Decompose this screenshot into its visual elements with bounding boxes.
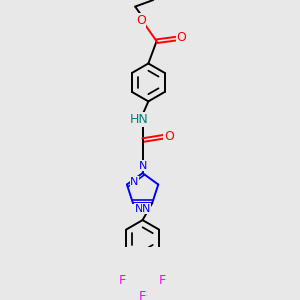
Text: N: N bbox=[138, 161, 147, 171]
Text: O: O bbox=[164, 130, 174, 142]
Text: N: N bbox=[134, 204, 143, 214]
Text: O: O bbox=[136, 14, 146, 27]
Text: O: O bbox=[176, 32, 186, 44]
Text: HN: HN bbox=[130, 113, 149, 126]
Text: F: F bbox=[119, 274, 126, 287]
Text: N: N bbox=[142, 204, 151, 214]
Text: F: F bbox=[139, 290, 146, 300]
Text: N: N bbox=[130, 177, 139, 187]
Text: F: F bbox=[159, 274, 166, 287]
